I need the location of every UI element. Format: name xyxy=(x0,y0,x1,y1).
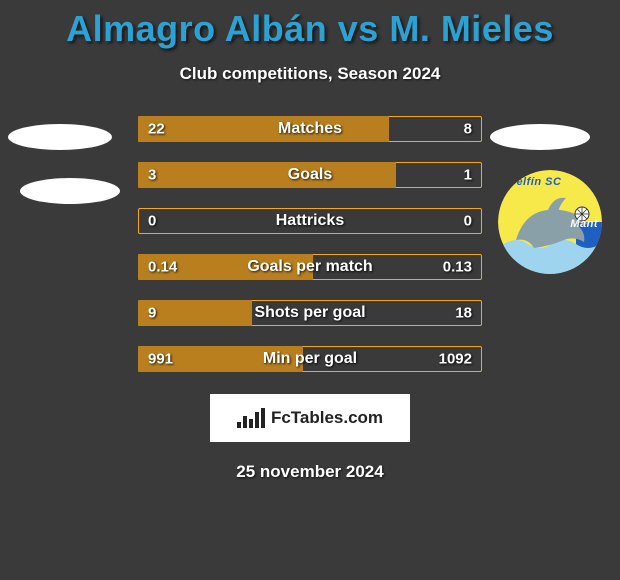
stat-row: 0Hattricks0 xyxy=(138,208,482,234)
club-badge-text-side: Mant xyxy=(570,218,598,230)
bar-chart-icon xyxy=(237,408,265,428)
stat-row: 22Matches8 xyxy=(138,116,482,142)
stats-table: 22Matches8 3Goals1 0Hattricks0 0.14Goals pe… xyxy=(138,116,482,372)
player-left-photo-placeholder-2 xyxy=(20,178,120,204)
club-badge: Delfín SC Mant xyxy=(498,170,602,274)
stat-bar-fill xyxy=(138,300,252,326)
stat-bar-fill xyxy=(138,162,396,188)
stat-row: 9Shots per goal18 xyxy=(138,300,482,326)
player-left-photo-placeholder-1 xyxy=(8,124,112,150)
subtitle: Club competitions, Season 2024 xyxy=(0,64,620,84)
stat-bar-fill xyxy=(138,346,303,372)
brand-text: FcTables.com xyxy=(271,408,383,428)
stat-row: 0.14Goals per match0.13 xyxy=(138,254,482,280)
stat-bar-fill xyxy=(138,254,313,280)
player-right-photo-placeholder xyxy=(490,124,590,150)
page-title: Almagro Albán vs M. Mieles xyxy=(0,0,620,50)
stat-bar-bg xyxy=(138,208,482,234)
stat-bar-fill xyxy=(138,116,389,142)
stat-row: 991Min per goal1092 xyxy=(138,346,482,372)
club-badge-text-top: Delfín SC xyxy=(508,176,561,188)
brand-box: FcTables.com xyxy=(210,394,410,442)
date-text: 25 november 2024 xyxy=(0,462,620,482)
infographic-container: Almagro Albán vs M. Mieles Club competit… xyxy=(0,0,620,580)
stat-row: 3Goals1 xyxy=(138,162,482,188)
